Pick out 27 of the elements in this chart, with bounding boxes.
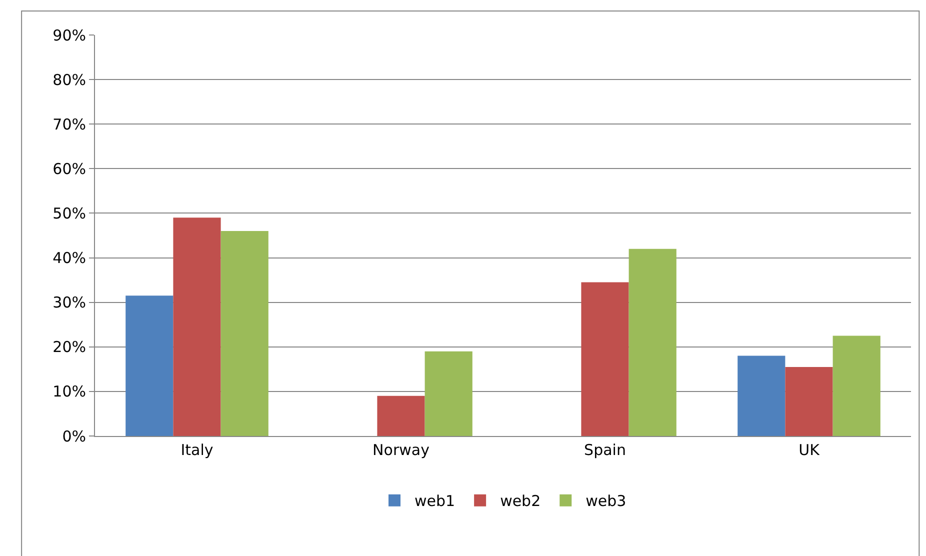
bar (738, 356, 786, 436)
y-tick-label: 20% (52, 338, 86, 356)
x-tick-label: Italy (180, 441, 214, 459)
y-tick-label: 50% (52, 204, 86, 222)
x-tick-label: UK (798, 441, 821, 459)
x-tick-label: Norway (372, 441, 430, 459)
y-tick-label: 60% (52, 160, 86, 178)
y-tick-label: 30% (52, 294, 86, 312)
y-tick-label: 80% (52, 70, 86, 89)
bar (581, 282, 629, 436)
x-tick-label: Spain (584, 441, 626, 459)
legend-label: web1 (414, 492, 456, 510)
y-tick-label: 70% (52, 115, 86, 134)
y-tick-label: 40% (52, 249, 86, 268)
bar (832, 336, 880, 436)
bar (377, 396, 425, 436)
bar (628, 248, 676, 436)
bar (785, 366, 833, 436)
bar (424, 351, 472, 436)
y-tick-label: 0% (62, 427, 86, 446)
bar (126, 296, 174, 436)
legend-label: web3 (586, 492, 626, 510)
y-tick-label: 90% (52, 26, 86, 44)
legend-label: web2 (500, 492, 541, 510)
bar (220, 231, 268, 436)
y-tick-label: 10% (52, 382, 86, 401)
bar (173, 218, 221, 436)
